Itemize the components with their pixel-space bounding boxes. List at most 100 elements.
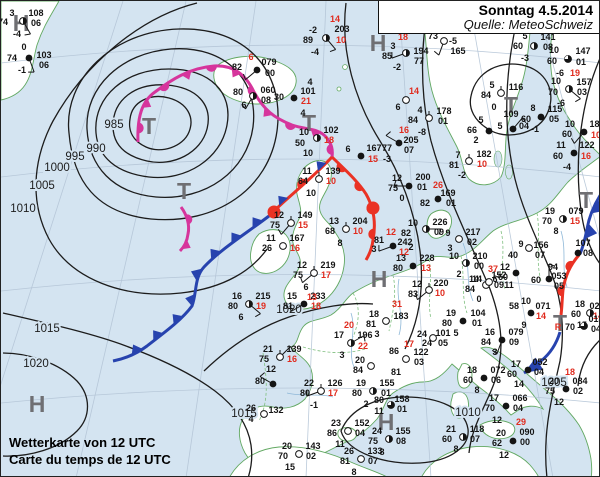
- station-value: 9: [521, 320, 526, 330]
- station-value: -3: [383, 154, 391, 164]
- isobar-label: 1020: [23, 358, 49, 370]
- isobar-label: 1015: [34, 323, 60, 335]
- station-value: 11: [374, 406, 384, 416]
- station-value: 147: [575, 46, 590, 56]
- station-value: 50: [295, 138, 305, 148]
- station-value: 60: [521, 114, 531, 124]
- station-value: 70: [548, 87, 558, 97]
- station-value: 152: [491, 270, 506, 280]
- station-value: 104: [470, 308, 485, 318]
- station-value: 26: [246, 403, 256, 413]
- station-value: 090: [519, 427, 534, 437]
- station-value: 5: [453, 328, 458, 338]
- station-value: -2: [393, 62, 401, 72]
- station-value: 14: [330, 14, 340, 24]
- station-value: -1: [531, 124, 539, 134]
- station-value: 118: [470, 424, 485, 434]
- station-value: 05: [438, 338, 448, 348]
- footer-caption: Wetterkarte von 12 UTC Carte du temps de…: [9, 434, 171, 468]
- station-value: 139: [325, 166, 340, 176]
- station-value: 08: [543, 42, 553, 52]
- station-plot: 19 10 157 70 03 -6: [548, 68, 592, 108]
- station-value: 071: [535, 301, 550, 311]
- station-value: 07: [470, 434, 480, 444]
- station-value: 115: [548, 104, 563, 114]
- station-value: 62: [492, 438, 502, 448]
- station-value: 155: [395, 426, 410, 436]
- station-value: 200: [415, 172, 430, 182]
- station-plot: 156 9 07 40: [508, 239, 549, 260]
- station-value: 17: [334, 330, 344, 340]
- station-value: 13: [307, 292, 317, 302]
- station-value: 11: [556, 140, 566, 150]
- front-wave-dot: [366, 201, 380, 215]
- station-value: 84: [465, 284, 475, 294]
- station-value: -2: [458, 170, 466, 180]
- station-value: 14: [536, 311, 546, 321]
- station-value: 60: [571, 309, 581, 319]
- station-value: 12: [492, 415, 502, 425]
- station-value: 156: [533, 240, 548, 250]
- station-value: 17: [328, 388, 338, 398]
- station-plot: 26 132 4: [246, 403, 284, 424]
- station-value: 018: [588, 314, 600, 324]
- station-value: 18: [369, 309, 379, 319]
- station-value: 81: [449, 160, 459, 170]
- station-value: 64: [298, 176, 308, 186]
- station-value: 10: [549, 45, 559, 55]
- pressure-centers-layer: HHTTTTHHHTT: [13, 10, 593, 435]
- station-value: 20: [549, 376, 559, 386]
- station-value: 10: [477, 159, 487, 169]
- station-value: 15: [570, 216, 580, 226]
- station-value: 40: [508, 250, 518, 260]
- station-value: 16: [581, 151, 591, 161]
- station-value: -8: [418, 127, 426, 137]
- station-value: 81: [340, 456, 350, 466]
- station-value: 80: [228, 301, 238, 311]
- station-value: 24: [417, 329, 427, 339]
- station-value: 132: [268, 405, 283, 415]
- pressure-center-T: T: [142, 113, 156, 139]
- station-value: 82: [420, 198, 430, 208]
- station-value: 10: [449, 251, 459, 261]
- station-value: 233: [310, 291, 325, 301]
- station-value: 103: [36, 50, 51, 60]
- station-value: 182: [476, 149, 491, 159]
- station-value: 19: [256, 301, 266, 311]
- station-value: 20: [355, 355, 365, 365]
- station-value: 19: [356, 378, 366, 388]
- isobar-label: 1010: [455, 407, 481, 419]
- station-value: 19: [446, 308, 456, 318]
- station-value: 183: [393, 311, 408, 321]
- station-value: 12: [392, 173, 402, 183]
- station-value: 16: [232, 291, 242, 301]
- station-value: 2: [408, 242, 413, 252]
- station-value: 80: [352, 388, 362, 398]
- station-value: 122: [413, 347, 428, 357]
- station-value: 80: [255, 376, 265, 386]
- station-plot: 80: [255, 372, 277, 388]
- station-value: 30: [274, 92, 284, 102]
- station-value: 05: [549, 114, 559, 124]
- station-value: 84: [481, 337, 491, 347]
- station-value: 17: [404, 339, 414, 349]
- station-value: 5: [489, 80, 494, 90]
- station-value: 23: [331, 418, 341, 428]
- station-value: 77: [414, 56, 424, 66]
- station-value: 01: [472, 318, 482, 328]
- station-value: 02: [573, 386, 583, 396]
- station-value: 60: [513, 41, 523, 51]
